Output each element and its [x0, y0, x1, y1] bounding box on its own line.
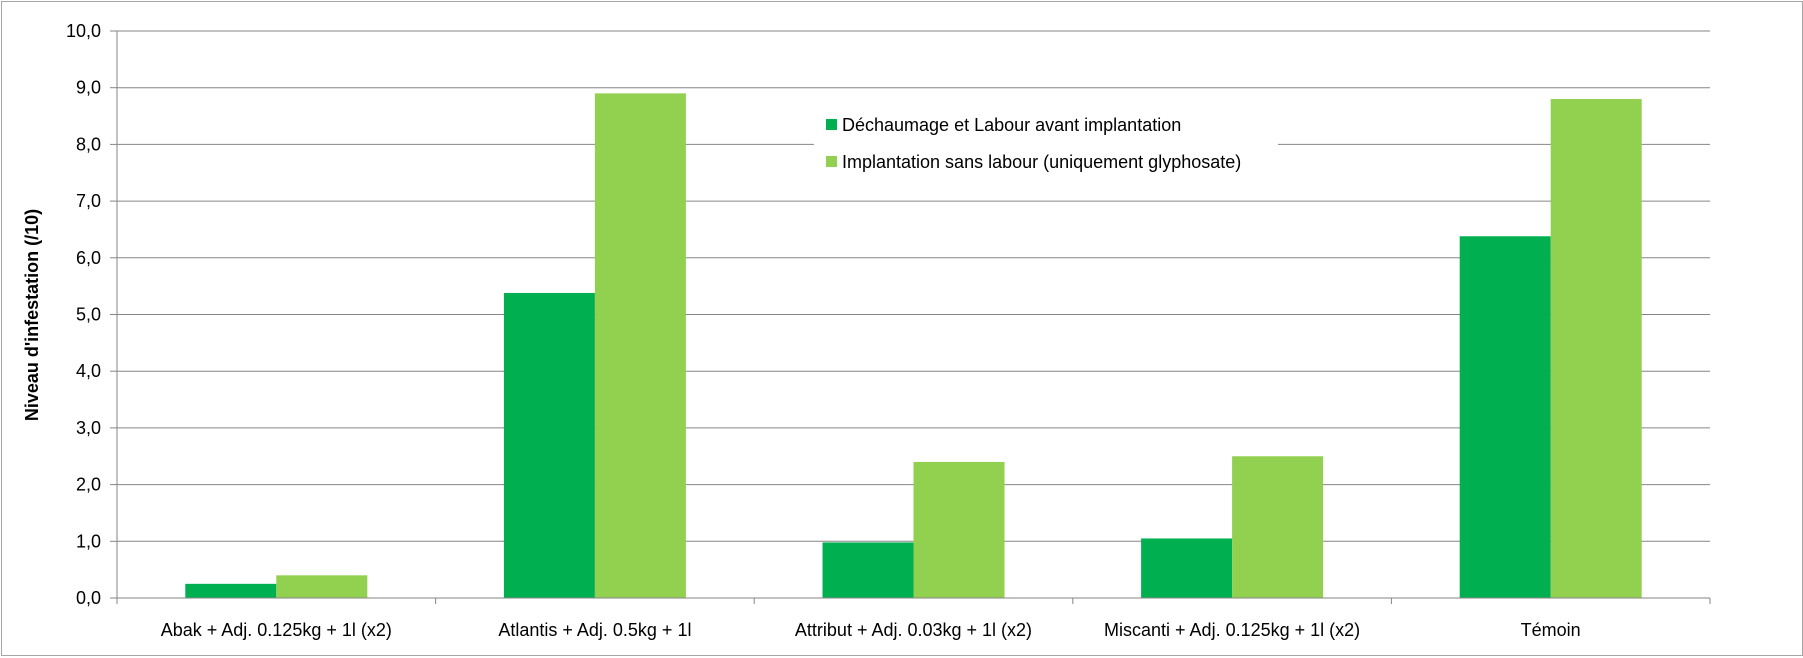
y-tick-label: 3,0 [76, 418, 101, 438]
axes [110, 30, 1711, 604]
bar-dechaumage [1459, 236, 1551, 598]
x-category-label: Atlantis + Adj. 0.5kg + 1l [498, 620, 691, 640]
x-category-label: Abak + Adj. 0.125kg + 1l (x2) [161, 620, 392, 640]
bar-dechaumage [822, 542, 914, 598]
bar-sans-labour [1232, 456, 1324, 598]
x-category-label: Miscanti + Adj. 0.125kg + 1l (x2) [1104, 620, 1360, 640]
legend: Déchaumage et Labour avant implantation I… [814, 103, 1278, 183]
legend-label: Implantation sans labour (uniquement gly… [842, 152, 1241, 172]
y-tick-label: 10,0 [66, 21, 101, 41]
legend-swatch [826, 156, 837, 167]
bar-sans-labour [913, 461, 1005, 598]
y-tick-label: 4,0 [76, 361, 101, 381]
bar-sans-labour [276, 575, 368, 598]
bars [185, 93, 1642, 599]
y-tick-label: 1,0 [76, 531, 101, 551]
y-tick-label: 9,0 [76, 78, 101, 98]
x-category-label: Témoin [1521, 620, 1581, 640]
bar-dechaumage [1141, 538, 1233, 598]
y-tick-label: 2,0 [76, 475, 101, 495]
bar-sans-labour [594, 93, 686, 599]
y-tick-label: 8,0 [76, 134, 101, 154]
legend-swatch [826, 119, 837, 130]
y-tick-label: 0,0 [76, 588, 101, 608]
y-tick-labels: 0,0 1,0 2,0 3,0 4,0 5,0 6,0 7,0 8,0 9,0 10,0 [66, 21, 101, 608]
x-category-labels: Abak + Adj. 0.125kg + 1l (x2) Atlantis + … [161, 620, 1581, 640]
gridlines [117, 30, 1710, 542]
y-tick-label: 5,0 [76, 305, 101, 325]
y-tick-label: 6,0 [76, 248, 101, 268]
x-category-label: Attribut + Adj. 0.03kg + 1l (x2) [795, 620, 1032, 640]
bar-dechaumage [185, 583, 277, 598]
legend-background [814, 103, 1278, 183]
bar-dechaumage [503, 292, 595, 598]
bar-sans-labour [1550, 99, 1642, 598]
y-tick-label: 7,0 [76, 191, 101, 211]
legend-label: Déchaumage et Labour avant implantation [842, 115, 1181, 135]
y-axis-title: Niveau d'infestation (/10) [22, 209, 42, 421]
